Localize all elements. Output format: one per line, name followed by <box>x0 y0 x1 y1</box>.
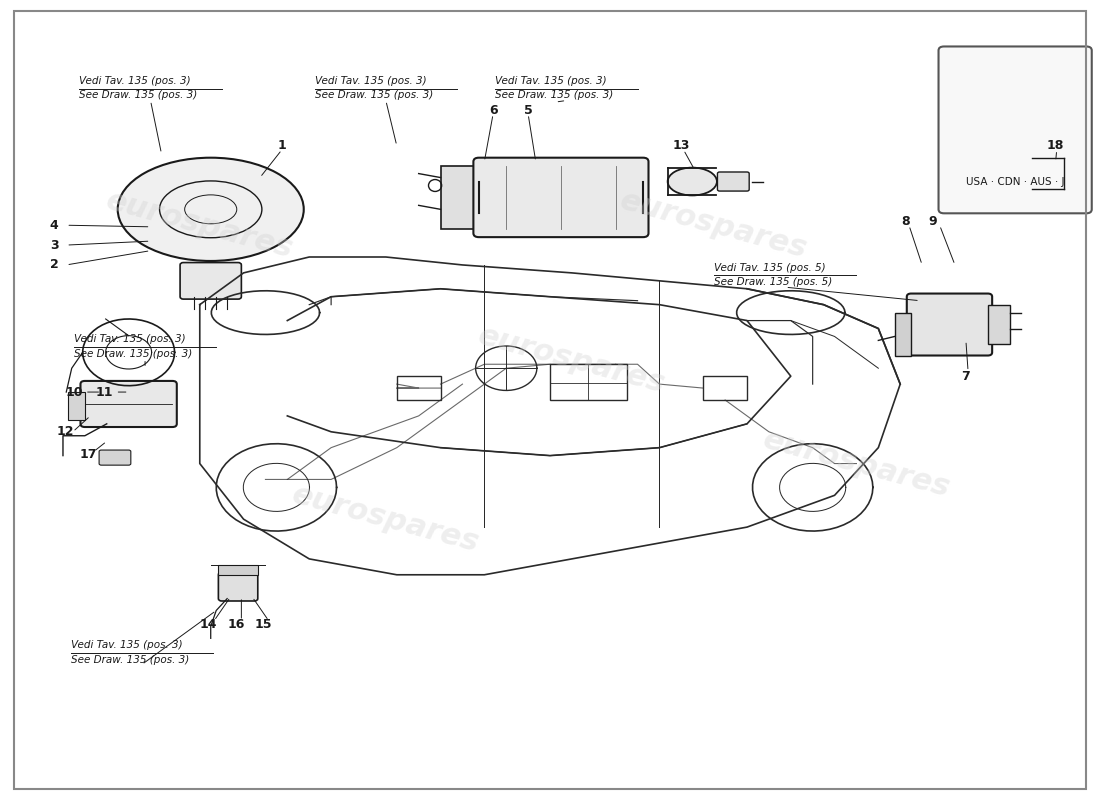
Bar <box>441 166 484 229</box>
Text: eurospares: eurospares <box>760 425 954 502</box>
Text: 4: 4 <box>50 218 58 232</box>
Text: 14: 14 <box>200 618 218 630</box>
Text: 5: 5 <box>524 103 532 117</box>
Text: USA · CDN · AUS · J: USA · CDN · AUS · J <box>966 177 1065 186</box>
Text: See Draw. 135 (pos. 3): See Draw. 135 (pos. 3) <box>70 654 189 665</box>
Text: See Draw. 135 (pos. 3): See Draw. 135 (pos. 3) <box>495 90 614 101</box>
FancyBboxPatch shape <box>99 450 131 465</box>
Bar <box>894 313 911 356</box>
Bar <box>219 566 257 574</box>
Text: 15: 15 <box>254 618 272 630</box>
Text: 16: 16 <box>228 618 244 630</box>
Text: 6: 6 <box>488 103 497 117</box>
Text: 13: 13 <box>672 139 690 152</box>
Bar <box>397 376 441 400</box>
Text: Vedi Tav. 135 (pos. 3): Vedi Tav. 135 (pos. 3) <box>315 76 427 86</box>
FancyBboxPatch shape <box>219 572 257 601</box>
Text: 11: 11 <box>96 386 113 398</box>
Text: 18: 18 <box>1047 139 1065 152</box>
Bar <box>550 364 627 400</box>
Ellipse shape <box>118 158 304 261</box>
Text: Vedi Tav. 135 (pos. 3): Vedi Tav. 135 (pos. 3) <box>79 76 191 86</box>
FancyBboxPatch shape <box>80 381 177 427</box>
Text: See Draw. 135 (pos. 5): See Draw. 135 (pos. 5) <box>714 277 833 287</box>
Text: eurospares: eurospares <box>475 322 669 399</box>
FancyBboxPatch shape <box>473 158 649 237</box>
Ellipse shape <box>668 168 717 195</box>
Text: 1: 1 <box>277 139 286 152</box>
Text: 3: 3 <box>50 238 58 251</box>
Text: 2: 2 <box>50 258 58 271</box>
Text: eurospares: eurospares <box>617 186 811 264</box>
Bar <box>68 392 85 420</box>
Text: Vedi Tav. 135 (pos. 3): Vedi Tav. 135 (pos. 3) <box>74 334 186 344</box>
Text: 10: 10 <box>65 386 82 398</box>
Text: See Draw. 135 (pos. 3): See Draw. 135 (pos. 3) <box>74 349 192 358</box>
Text: eurospares: eurospares <box>289 480 483 558</box>
Text: 12: 12 <box>56 426 74 438</box>
Text: Vedi Tav. 135 (pos. 5): Vedi Tav. 135 (pos. 5) <box>714 263 826 273</box>
Bar <box>988 305 1010 344</box>
Bar <box>703 376 747 400</box>
Text: See Draw. 135 (pos. 3): See Draw. 135 (pos. 3) <box>315 90 433 101</box>
Text: Vedi Tav. 135 (pos. 3): Vedi Tav. 135 (pos. 3) <box>495 76 607 86</box>
Text: 17: 17 <box>79 447 97 461</box>
Text: Vedi Tav. 135 (pos. 3): Vedi Tav. 135 (pos. 3) <box>70 640 183 650</box>
Text: eurospares: eurospares <box>103 186 297 264</box>
Text: See Draw. 135 (pos. 3): See Draw. 135 (pos. 3) <box>79 90 198 101</box>
FancyBboxPatch shape <box>938 46 1091 214</box>
Ellipse shape <box>1028 162 1056 186</box>
Text: 7: 7 <box>961 370 970 382</box>
Text: 9: 9 <box>928 214 937 228</box>
FancyBboxPatch shape <box>180 262 241 299</box>
Text: 8: 8 <box>901 214 910 228</box>
FancyBboxPatch shape <box>717 172 749 191</box>
FancyBboxPatch shape <box>906 294 992 355</box>
